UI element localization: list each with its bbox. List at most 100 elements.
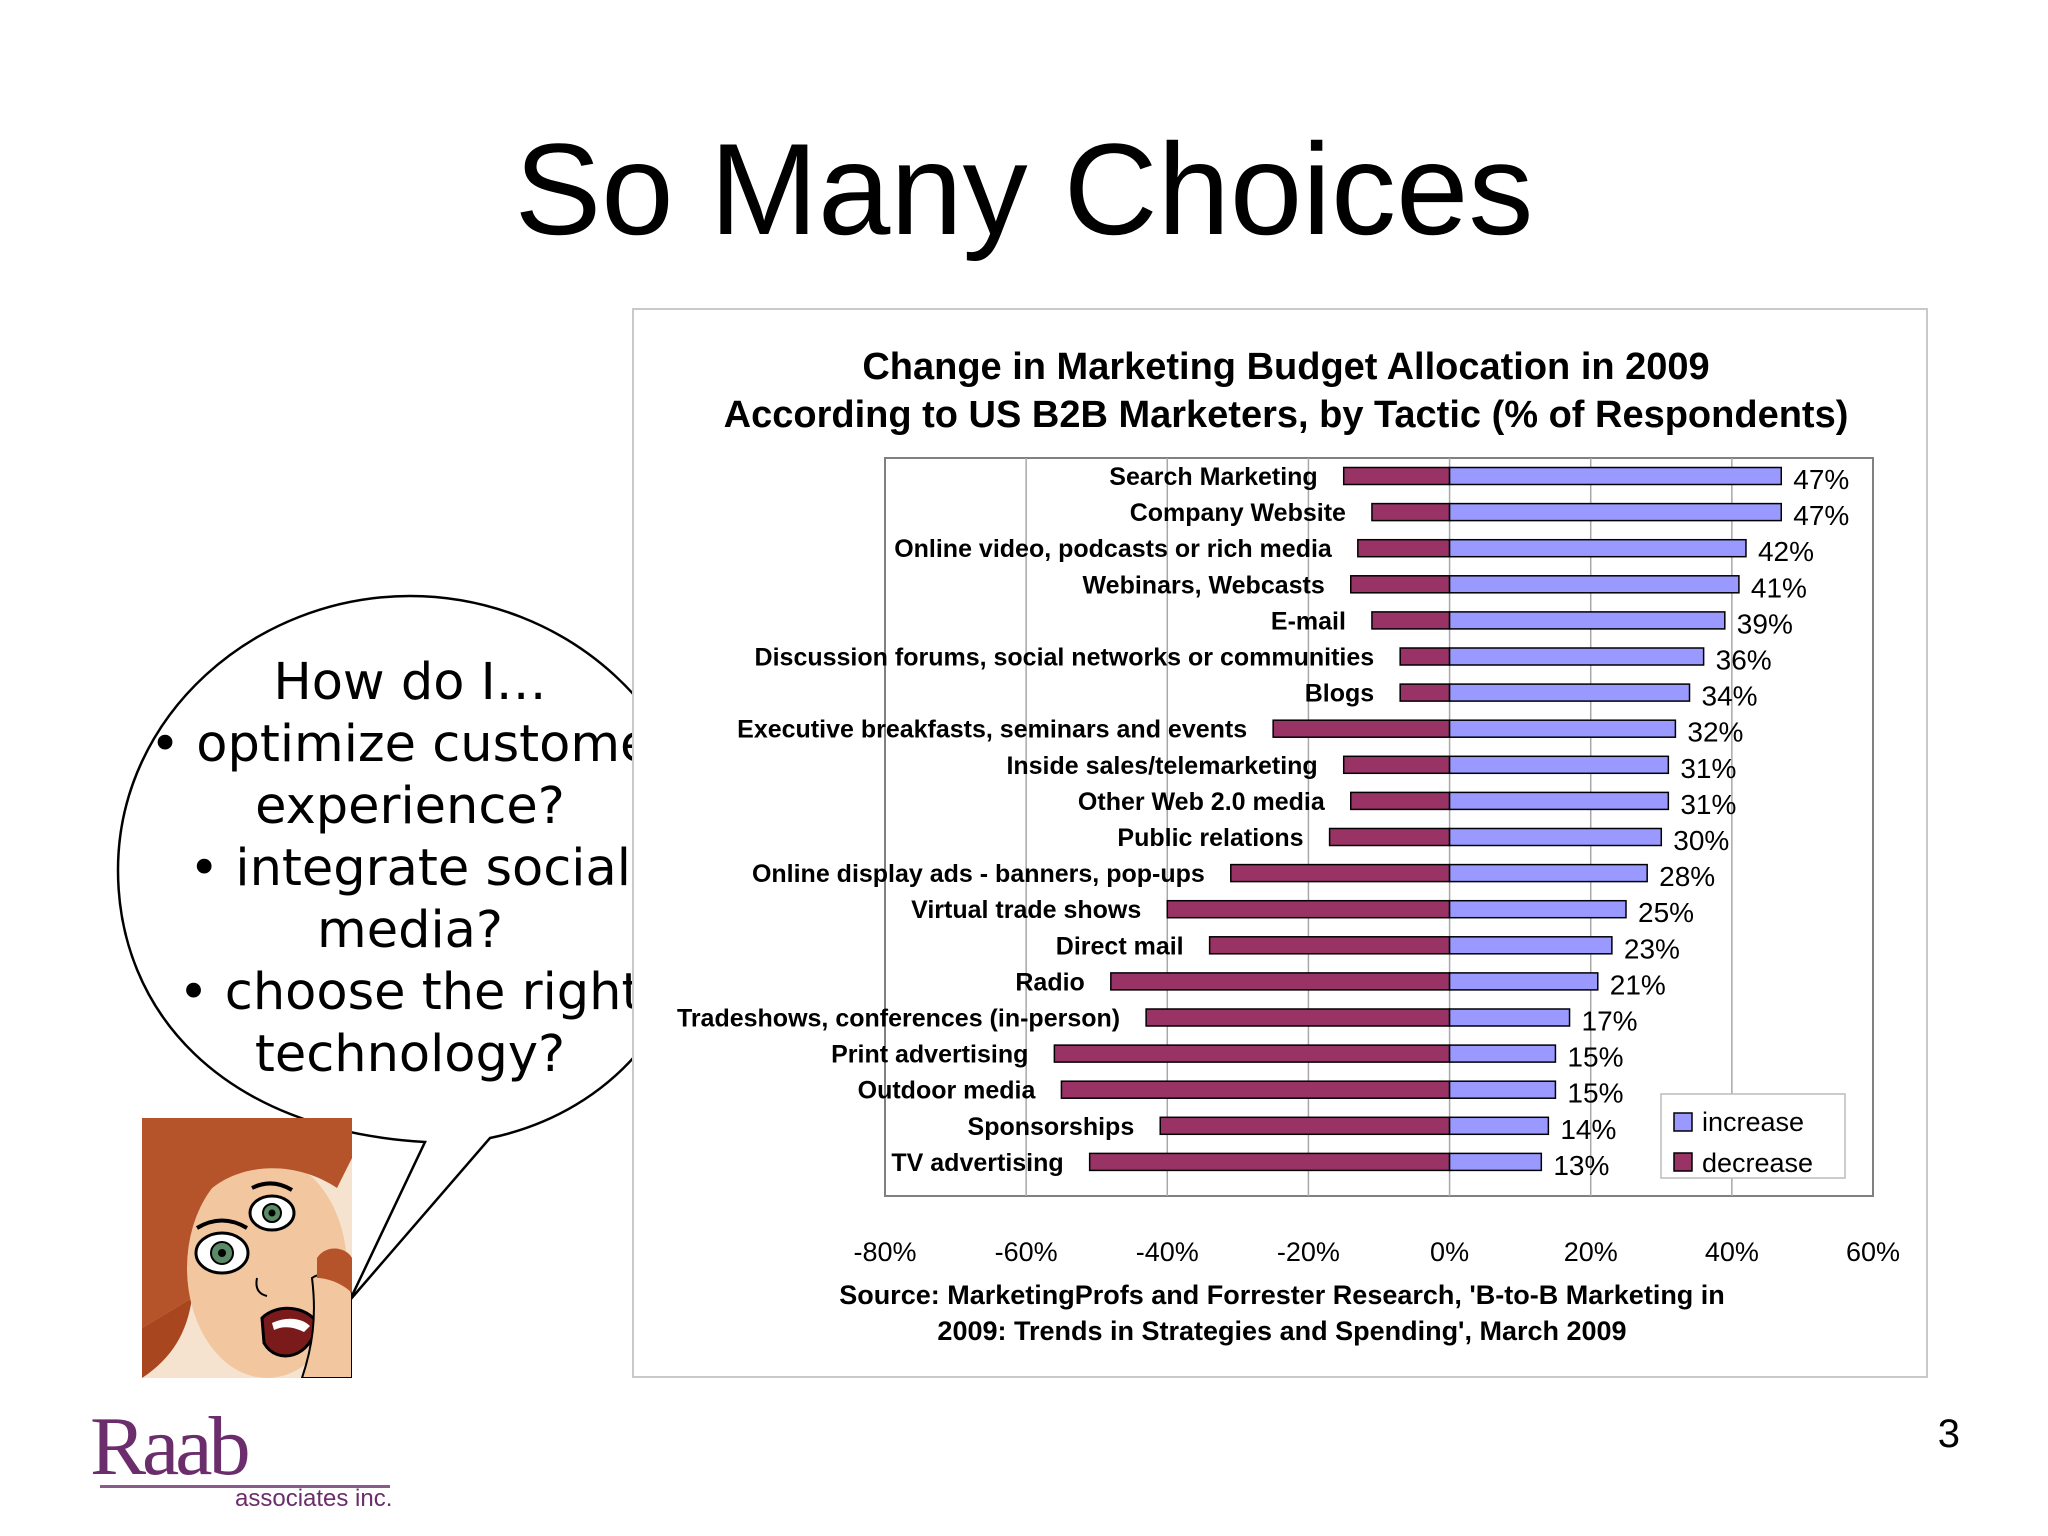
bar-increase <box>1448 1008 1571 1027</box>
category-label: Company Website <box>1130 499 1346 527</box>
value-label: 31% <box>1680 753 1736 784</box>
category-label: Sponsorships <box>968 1113 1135 1141</box>
bar-decrease <box>1357 538 1451 558</box>
value-label: 34% <box>1702 681 1758 712</box>
bubble-line: technology? <box>254 1025 566 1084</box>
legend-label-decrease: decrease <box>1702 1148 1813 1178</box>
chart-title-line-1: Change in Marketing Budget Allocation in… <box>862 346 1709 388</box>
bar-chart: Change in Marketing Budget Allocation in… <box>677 346 1900 1346</box>
category-labels: Search Marketing Company Website Online vi… <box>677 463 1374 1177</box>
bar-increase <box>1448 466 1783 486</box>
category-label: Inside sales/telemarketing <box>1006 752 1317 780</box>
bar-increase <box>1448 502 1783 522</box>
x-tick-label: 40% <box>1705 1237 1759 1267</box>
bar-decrease <box>1145 1008 1451 1027</box>
category-label: Discussion forums, social networks or co… <box>755 644 1375 672</box>
bar-increase <box>1448 755 1670 775</box>
bar-decrease <box>1328 827 1451 847</box>
logo-wordmark: Raab <box>90 1400 251 1493</box>
value-label: 42% <box>1758 536 1814 567</box>
worried-woman-illustration <box>142 1118 352 1378</box>
category-label: Outdoor media <box>858 1077 1037 1105</box>
legend-label-increase: increase <box>1702 1107 1804 1137</box>
category-label: Search Marketing <box>1109 463 1317 491</box>
bar-decrease <box>1208 936 1451 955</box>
chart-source-line-2: 2009: Trends in Strategies and Spending'… <box>937 1316 1626 1346</box>
bar-decrease <box>1350 575 1451 594</box>
value-label: 30% <box>1673 825 1729 856</box>
bar-decrease <box>1272 719 1451 738</box>
legend: increase decrease <box>1660 1093 1846 1179</box>
category-label: Executive breakfasts, seminars and event… <box>737 716 1247 744</box>
value-label: 39% <box>1737 608 1793 639</box>
bar-increase <box>1448 791 1670 811</box>
bar-increase <box>1448 1116 1550 1136</box>
value-label: 13% <box>1553 1150 1609 1181</box>
bubble-line: • integrate social <box>189 839 631 898</box>
value-label: 25% <box>1638 897 1694 928</box>
value-label: 32% <box>1687 717 1743 748</box>
bar-increase <box>1448 683 1691 702</box>
bubble-text: How do I… • optimize customer experience… <box>150 652 672 1086</box>
value-label: 31% <box>1680 789 1736 820</box>
bar-decrease <box>1166 899 1451 919</box>
x-tick-label: -60% <box>995 1237 1058 1267</box>
x-tick-label: -40% <box>1136 1237 1199 1267</box>
bar-increase <box>1448 1152 1543 1172</box>
x-tick-label: 60% <box>1846 1237 1900 1267</box>
value-label: 14% <box>1560 1114 1616 1145</box>
bar-increase <box>1448 827 1663 847</box>
value-label: 21% <box>1610 969 1666 1000</box>
bar-increase <box>1448 538 1747 558</box>
value-label: 23% <box>1624 933 1680 964</box>
category-label: Blogs <box>1305 680 1374 708</box>
value-label: 36% <box>1716 645 1772 676</box>
category-label: Virtual trade shows <box>911 896 1141 924</box>
logo-subtitle: associates inc. <box>235 1485 393 1512</box>
bubble-line: experience? <box>255 777 565 836</box>
legend-swatch-increase <box>1673 1112 1693 1132</box>
bar-decrease <box>1053 1044 1451 1063</box>
category-label: TV advertising <box>891 1149 1063 1177</box>
logo-rule <box>100 1485 390 1488</box>
bar-increase <box>1448 719 1677 738</box>
plot-area-border <box>884 457 1874 1197</box>
bar-increase <box>1448 863 1648 883</box>
bars <box>1053 466 1783 1172</box>
chart-frame: Change in Marketing Budget Allocation in… <box>632 308 1928 1378</box>
bar-decrease <box>1371 611 1451 630</box>
bar-decrease <box>1399 647 1451 666</box>
x-tick-label: 20% <box>1564 1237 1618 1267</box>
bar-decrease <box>1060 1080 1451 1099</box>
bar-decrease <box>1399 683 1451 702</box>
value-label: 47% <box>1793 500 1849 531</box>
bar-increase <box>1448 1044 1557 1063</box>
category-label: Tradeshows, conferences (in-person) <box>677 1005 1120 1033</box>
value-label: 15% <box>1567 1078 1623 1109</box>
chart-source-line-1: Source: MarketingProfs and Forrester Res… <box>839 1280 1725 1310</box>
category-label: Radio <box>1015 968 1084 996</box>
bar-increase <box>1448 611 1726 630</box>
bar-decrease <box>1110 972 1451 991</box>
category-label: Other Web 2.0 media <box>1078 788 1326 816</box>
category-label: Online video, podcasts or rich media <box>894 535 1333 563</box>
x-axis-ticks: -80% -60% -40% -20% 0% 20% 40% 60% <box>853 1237 1900 1267</box>
bar-increase <box>1448 972 1599 991</box>
category-label: Print advertising <box>831 1041 1028 1069</box>
value-label: 41% <box>1751 572 1807 603</box>
value-label: 15% <box>1567 1042 1623 1073</box>
bar-decrease <box>1230 863 1451 883</box>
category-label: E-mail <box>1271 607 1346 635</box>
bar-decrease <box>1088 1152 1451 1172</box>
x-tick-label: -80% <box>853 1237 916 1267</box>
legend-swatch-decrease <box>1673 1152 1693 1172</box>
category-label: Webinars, Webcasts <box>1083 571 1325 599</box>
bar-increase <box>1448 899 1627 919</box>
page-number: 3 <box>1937 1412 1960 1456</box>
bar-increase <box>1448 575 1740 594</box>
bubble-line: • choose the right <box>178 963 642 1022</box>
chart-title-line-2: According to US B2B Marketers, by Tactic… <box>724 394 1849 436</box>
value-label: 28% <box>1659 861 1715 892</box>
bar-increase <box>1448 936 1613 955</box>
bar-decrease <box>1159 1116 1451 1136</box>
